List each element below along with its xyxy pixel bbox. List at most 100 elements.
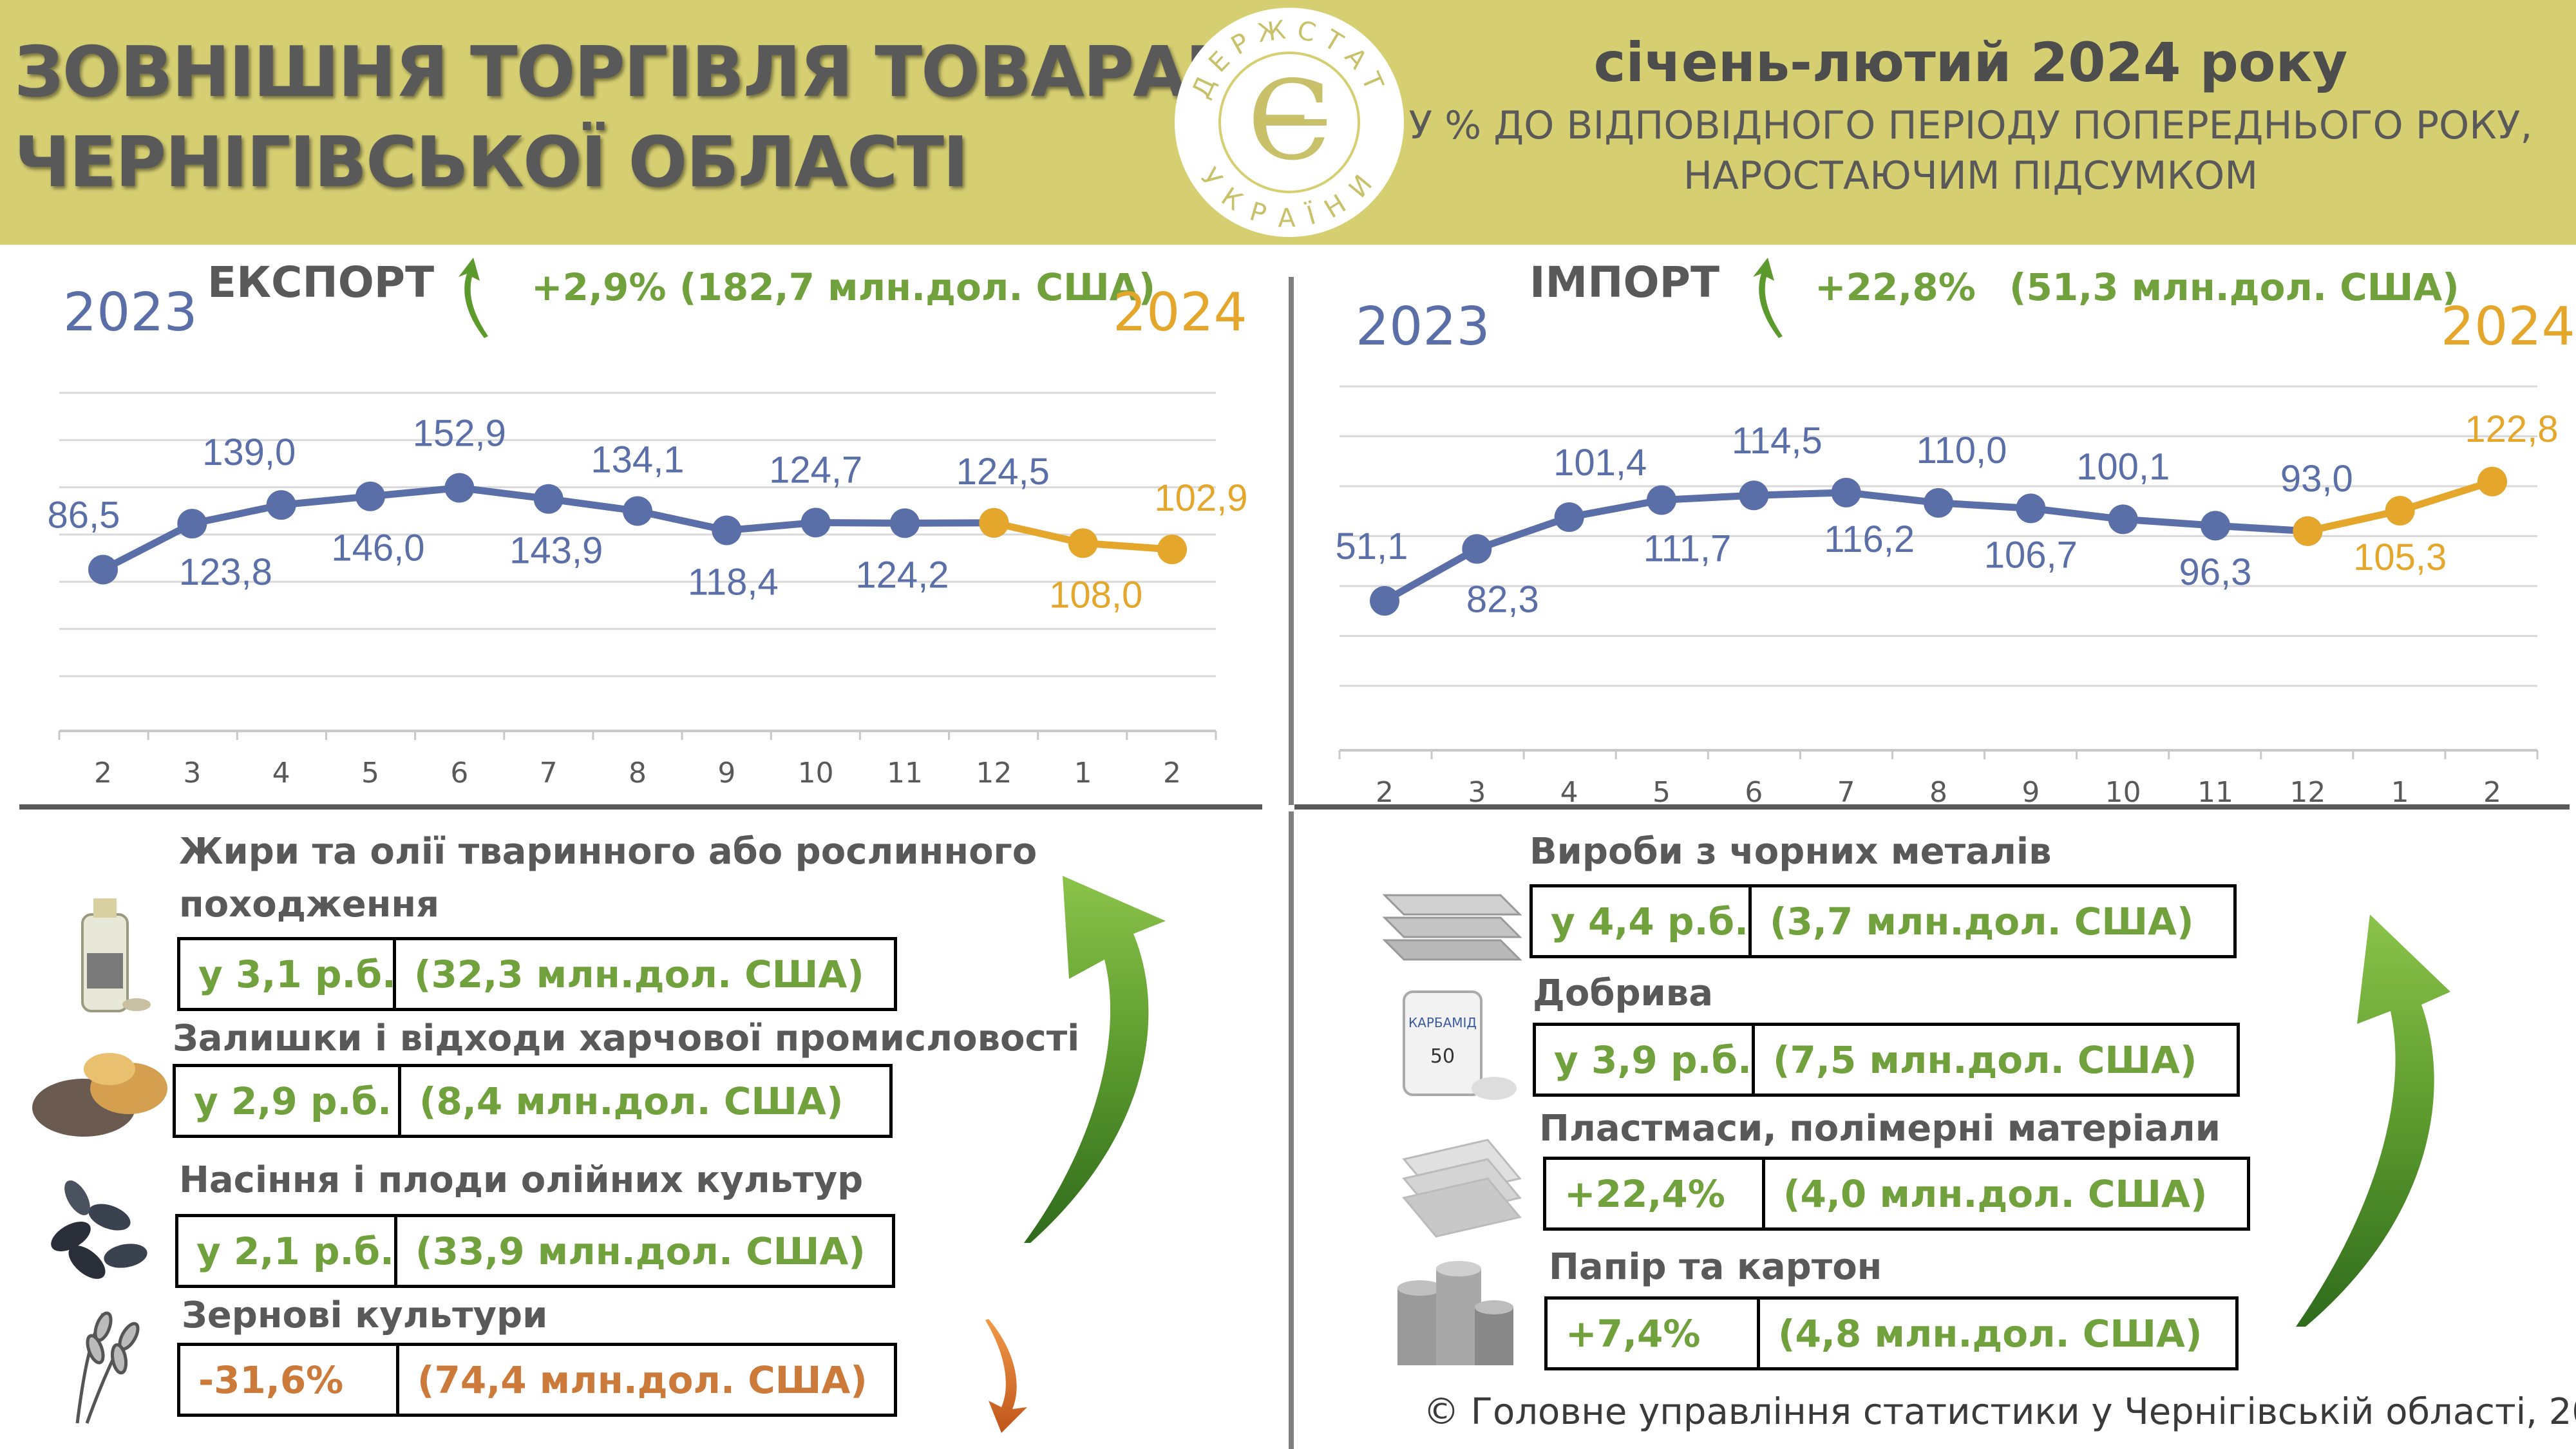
- data-point-2023: [1647, 485, 1676, 515]
- import-title: ІМПОРТ: [1530, 258, 1719, 307]
- data-label-2023: 51,1: [1336, 526, 1408, 567]
- data-label-2023: 101,4: [1553, 442, 1647, 484]
- export-product-3-change: у 2,1 р.б.: [178, 1217, 397, 1285]
- import-product-1-change: у 4,4 р.б.: [1533, 887, 1752, 955]
- data-point-2023: [88, 554, 118, 585]
- import-product-2-box: у 3,9 р.б. (7,5 млн.дол. США): [1533, 1023, 2240, 1097]
- x-tick-label: 9: [717, 757, 735, 790]
- export-title: ЕКСПОРТ: [207, 258, 435, 307]
- data-label-2023: 106,7: [1984, 534, 2078, 576]
- import-product-1-name: Вироби з чорних металів: [1530, 831, 2052, 873]
- import-change: +22,8%: [1815, 265, 1976, 309]
- import-product-4-change: +7,4%: [1548, 1300, 1760, 1367]
- data-point-2023: [266, 490, 296, 520]
- x-tick-label: 6: [1745, 776, 1763, 809]
- derzhstat-logo: ДЕРЖСТАТ УКРАЇНИ Є: [1175, 8, 1404, 237]
- x-tick-label: 2: [94, 757, 112, 790]
- subtitle-line1: У % ДО ВІДПОВІДНОГО ПЕРІОДУ ПОПЕРЕДНЬОГО…: [1408, 103, 2533, 148]
- import-year-2024: 2024: [2441, 296, 2575, 357]
- x-tick-label: 3: [183, 757, 201, 790]
- data-label-2024: 122,8: [2465, 408, 2558, 450]
- data-label-2023: 86,5: [48, 495, 120, 536]
- import-product-3-box: +22,4% (4,0 млн.дол. США): [1543, 1157, 2250, 1231]
- data-point-2024: [2477, 466, 2507, 497]
- data-point-2023: [1554, 502, 1584, 533]
- import-product-4-name: Папір та картон: [1549, 1246, 1882, 1288]
- data-label-2023: 152,9: [413, 412, 506, 454]
- page-title-line1: ЗОВНІШНЯ ТОРГІВЛЯ ТОВАРАМИ: [14, 32, 1311, 113]
- export-growth-arrow-icon: [1024, 876, 1166, 1243]
- x-tick-label: 12: [2289, 776, 2325, 809]
- fertilizer-bag-icon: КАРБАМІД 50: [1403, 990, 1517, 1100]
- export-product-1-name-line1: Жири та олії тваринного або рослинного: [179, 831, 1037, 873]
- sunflower-seeds-icon: [51, 1180, 147, 1279]
- export-product-2-box: у 2,9 р.б. (8,4 млн.дол. США): [173, 1064, 893, 1138]
- export-year-2024: 2024: [1113, 282, 1247, 343]
- x-tick-label: 12: [976, 757, 1012, 790]
- data-label-2023: 93,0: [2280, 458, 2353, 500]
- wheat-icon: [75, 1311, 140, 1424]
- data-point-2023: [1924, 488, 1953, 518]
- fertilizer-bag-number: 50: [1430, 1045, 1455, 1068]
- data-label-2023: 111,7: [1643, 527, 1732, 569]
- data-point-2023: [1739, 480, 1769, 511]
- import-growth-arrow-icon: [2296, 914, 2450, 1327]
- data-point-2023: [177, 509, 207, 539]
- x-tick-label: 2: [1376, 776, 1394, 809]
- export-product-3-name: Насіння і плоди олійних культур: [179, 1159, 864, 1201]
- copyright-footer: © Головне управління статистики у Черніг…: [1423, 1391, 2576, 1433]
- x-tick-label: 7: [1837, 776, 1855, 809]
- oil-bottle-icon: [81, 898, 151, 1012]
- page-title-line2: ЧЕРНІГІВСЬКОЇ ОБЛАСТІ: [14, 122, 969, 203]
- export-amount: (182,7 млн.дол. США): [679, 265, 1156, 309]
- import-product-3-name: Пластмаси, полімерні матеріали: [1539, 1108, 2221, 1150]
- data-point-2023: [712, 515, 742, 545]
- x-tick-label: 5: [1653, 776, 1671, 809]
- data-point-2023: [355, 481, 385, 511]
- import-product-3-amount: (4,0 млн.дол. США): [1783, 1171, 2208, 1216]
- data-label-2023: 124,7: [769, 449, 862, 491]
- data-label-2023: 143,9: [509, 530, 603, 572]
- data-point-2023: [2108, 504, 2138, 535]
- import-product-3-change: +22,4%: [1546, 1160, 1765, 1227]
- x-tick-label: 2: [1163, 757, 1181, 790]
- data-label-2023: 96,3: [2179, 551, 2252, 593]
- export-heading-arrow-icon: [459, 258, 488, 338]
- import-product-2-name: Добрива: [1533, 972, 1713, 1014]
- import-product-1-amount: (3,7 млн.дол. США): [1770, 899, 2194, 943]
- data-label-2023: 82,3: [1466, 578, 1539, 620]
- import-amount: (51,3 млн.дол. США): [2009, 265, 2459, 309]
- x-tick-label: 1: [1074, 757, 1092, 790]
- x-tick-label: 3: [1468, 776, 1486, 809]
- import-product-2-change: у 3,9 р.б.: [1536, 1026, 1755, 1094]
- data-label-2023: 123,8: [179, 551, 272, 593]
- import-product-4-amount: (4,8 млн.дол. США): [1778, 1311, 2202, 1356]
- export-product-4-box: -31,6% (74,4 млн.дол. США): [177, 1343, 897, 1417]
- data-label-2023: 124,2: [855, 554, 949, 596]
- data-label-2023: 139,0: [202, 431, 296, 473]
- data-point-2023: [1462, 534, 1492, 564]
- x-tick-label: 10: [2105, 776, 2141, 809]
- x-tick-label: 11: [887, 757, 923, 790]
- x-tick-label: 4: [1560, 776, 1578, 809]
- subtitle-line2: НАРОСТАЮЧИМ ПІДСУМКОМ: [1683, 153, 2259, 198]
- export-product-1-amount: (32,3 млн.дол. США): [414, 952, 864, 996]
- data-point-2023: [800, 507, 831, 538]
- export-product-3-box: у 2,1 р.б. (33,9 млн.дол. США): [175, 1214, 895, 1288]
- x-tick-label: 4: [272, 757, 290, 790]
- grain-decline-arrow-icon: [985, 1319, 1027, 1433]
- data-label-2023: 134,1: [591, 439, 684, 480]
- data-point-2023: [623, 496, 652, 526]
- x-tick-label: 5: [361, 757, 379, 790]
- export-year-2023: 2023: [63, 282, 198, 343]
- data-point-2023: [2016, 493, 2046, 524]
- x-tick-label: 1: [2391, 776, 2409, 809]
- data-point-2024: [2293, 516, 2323, 546]
- x-tick-label: 2: [2483, 776, 2501, 809]
- export-product-3-amount: (33,9 млн.дол. США): [415, 1229, 866, 1273]
- data-point-2023: [444, 473, 475, 503]
- export-product-2-name: Залишки і відходи харчової промисловості: [173, 1018, 1080, 1059]
- data-label-2023: 100,1: [2076, 446, 2170, 488]
- export-product-4-change: -31,6%: [180, 1346, 399, 1414]
- food-waste-icon: [32, 1053, 167, 1137]
